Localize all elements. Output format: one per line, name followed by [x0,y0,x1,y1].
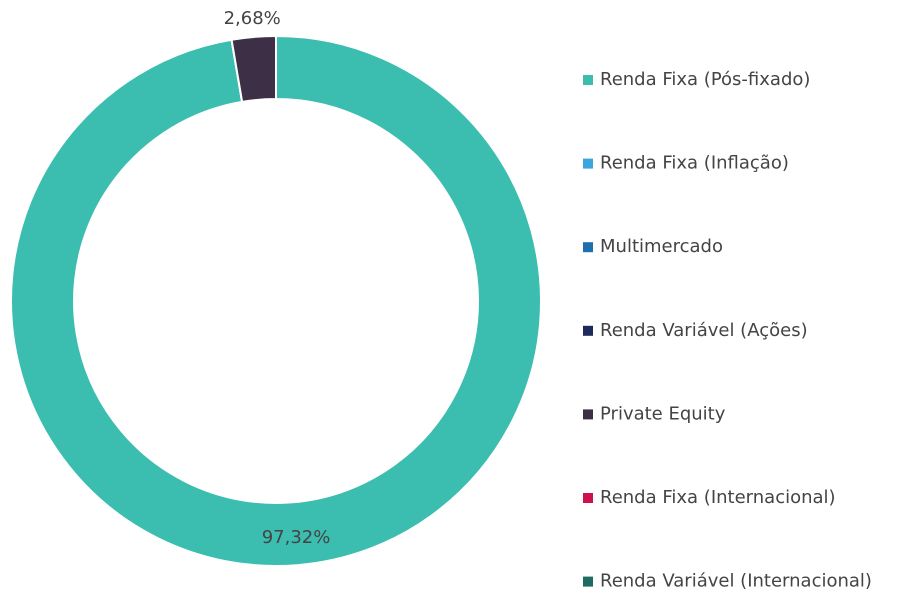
data-label: 2,68% [224,8,281,29]
data-label: 97,32% [262,527,331,548]
legend-label: Renda Variável (Internacional) [600,571,872,592]
legend-swatch [583,242,593,253]
legend-swatch [583,75,593,85]
legend-swatch [583,409,593,420]
legend-label: Private Equity [600,403,726,424]
legend-label: Renda Fixa (Pós-fixado) [600,69,810,90]
legend-label: Renda Variável (Ações) [600,320,808,341]
legend-swatch [583,325,593,336]
donut-slice [10,34,542,567]
legend-swatch [583,576,593,587]
legend-swatch [583,158,593,169]
legend-label: Renda Fixa (Inflação) [600,153,789,174]
legend-swatch [583,493,593,503]
legend-label: Renda Fixa (Internacional) [600,487,836,508]
legend-label: Multimercado [600,236,723,257]
